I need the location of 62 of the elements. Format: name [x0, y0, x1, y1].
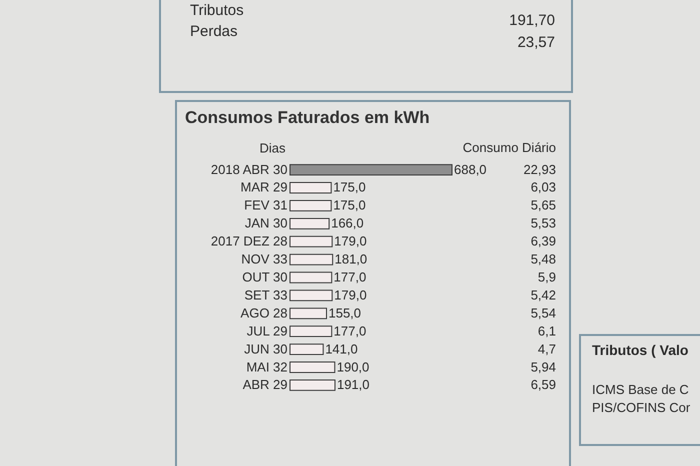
text: Perdas	[190, 23, 238, 40]
data-label: 177,0	[334, 270, 366, 284]
text: 5,94	[530, 359, 556, 374]
text: 5,42	[530, 287, 556, 302]
text: 6,59	[530, 377, 556, 392]
data-label: 181,0	[334, 252, 368, 267]
y-tick-label: OUT 30	[242, 270, 288, 284]
text: ICMS Base de C	[592, 382, 689, 397]
y-tick-label: NOV 33	[241, 252, 288, 267]
data-label: 166,0	[331, 216, 364, 231]
text: 22,93	[523, 162, 556, 177]
data-label: 190,0	[336, 359, 370, 374]
data-label: 175,0	[333, 198, 366, 213]
bar	[290, 326, 332, 338]
bar	[290, 362, 336, 373]
data-label: 155,0	[328, 305, 362, 320]
y-tick-label: JUN 30	[244, 341, 288, 356]
y-tick-label: ABR 29	[242, 377, 288, 392]
bar	[290, 308, 327, 320]
y-tick-label: MAI 32	[246, 359, 288, 374]
text: PIS/COFINS Cor	[592, 400, 691, 415]
text: 5,53	[530, 216, 556, 231]
text: Tributos	[190, 2, 244, 19]
bar	[290, 290, 333, 302]
text: 6,39	[530, 234, 556, 249]
bar	[290, 182, 332, 194]
text: 5,65	[530, 198, 556, 213]
bar	[290, 254, 334, 266]
text: 6,03	[530, 180, 556, 195]
data-label: 179,0	[334, 287, 367, 302]
data-label: 141,0	[325, 341, 358, 356]
bar	[290, 344, 324, 356]
text: Consumo Diário	[462, 140, 556, 155]
text: 23,57	[517, 34, 555, 51]
y-axis-title: Dias	[259, 140, 286, 156]
y-tick-label: SET 33	[244, 287, 288, 302]
text: 6,1	[538, 323, 556, 338]
y-tick-label: AGO 28	[240, 305, 288, 320]
data-label: 175,0	[333, 180, 366, 195]
bar	[290, 200, 332, 212]
data-label: 179,0	[334, 234, 367, 249]
y-tick-label: FEV 31	[244, 198, 288, 213]
text: 5,54	[530, 305, 556, 320]
data-label: 191,0	[336, 377, 370, 392]
y-tick-label: 2017 DEZ 28	[210, 234, 288, 249]
y-tick-label: MAR 29	[240, 180, 288, 195]
text: 4,7	[538, 341, 556, 356]
text: Tributos ( Valo	[592, 342, 688, 358]
text: 5,48	[530, 252, 556, 267]
data-label: 177,0	[334, 323, 366, 338]
text: 5,9	[538, 270, 556, 284]
y-tick-label: JAN 30	[244, 216, 288, 231]
bar	[290, 218, 330, 230]
bar	[290, 236, 333, 248]
bar	[290, 380, 336, 391]
bar	[290, 164, 452, 176]
text: 191,70	[509, 12, 555, 29]
bar	[290, 272, 332, 284]
chart-title: Consumos Faturados em kWh	[185, 108, 430, 127]
y-tick-label: 2018 ABR 30	[210, 162, 288, 177]
y-tick-label: JUL 29	[246, 323, 288, 338]
data-label: 688,0	[454, 162, 487, 177]
